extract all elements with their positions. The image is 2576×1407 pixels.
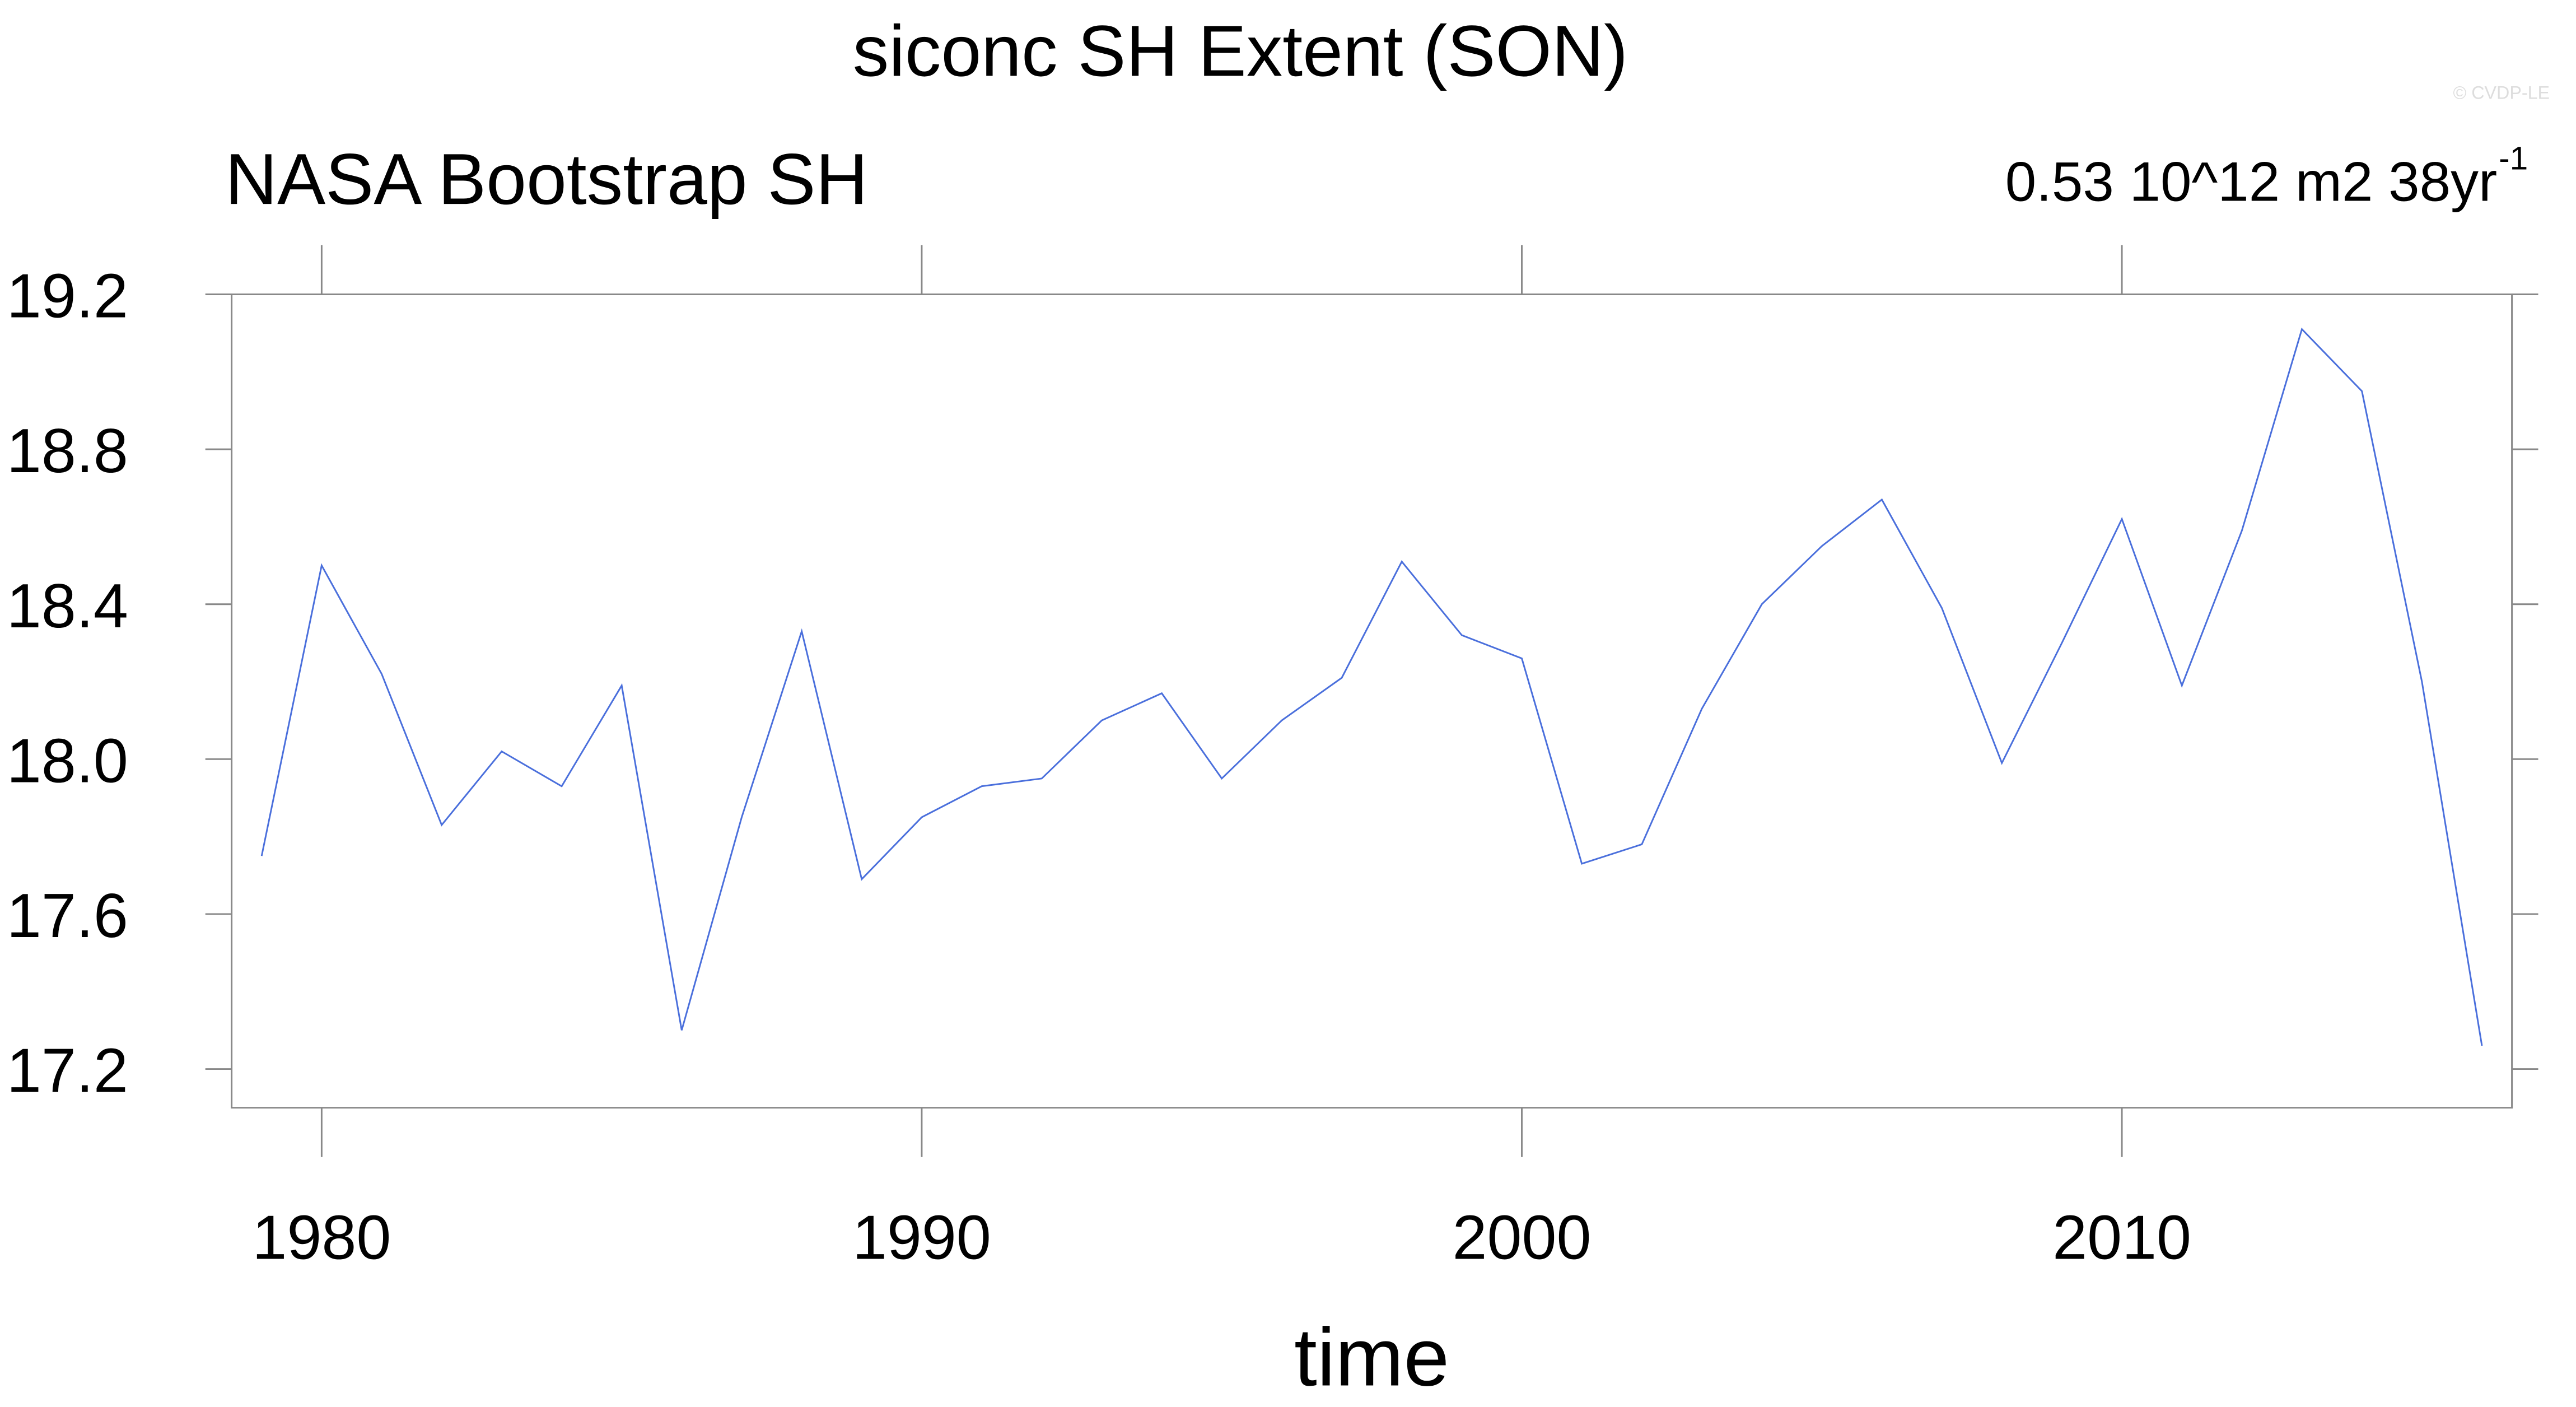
subtitle-left: NASA Bootstrap SH bbox=[225, 139, 868, 220]
data-line bbox=[260, 327, 2483, 1046]
x-tick-label: 2010 bbox=[2052, 1203, 2191, 1273]
y-tick-label: 17.6 bbox=[7, 880, 128, 951]
y-tick-label: 18.4 bbox=[7, 571, 128, 641]
x-axis-label: time bbox=[1294, 1311, 1449, 1403]
x-tick-label: 2000 bbox=[1453, 1203, 1592, 1273]
chart-title: siconc SH Extent (SON) bbox=[853, 11, 1628, 91]
y-tick-label: 19.2 bbox=[7, 261, 128, 331]
y-tick-label: 18.0 bbox=[7, 725, 128, 795]
subtitle-superscript: -1 bbox=[2499, 141, 2528, 177]
watermark: © CVDP-LE bbox=[2453, 82, 2550, 103]
plot-frame bbox=[231, 293, 2513, 1109]
subtitle-right: 0.53 10^12 m2 38yr bbox=[2005, 151, 2497, 213]
x-tick-label: 1980 bbox=[252, 1203, 391, 1273]
y-tick-label: 18.8 bbox=[7, 416, 128, 486]
y-tick-label: 17.2 bbox=[7, 1036, 128, 1106]
x-tick-label: 1990 bbox=[852, 1203, 991, 1273]
